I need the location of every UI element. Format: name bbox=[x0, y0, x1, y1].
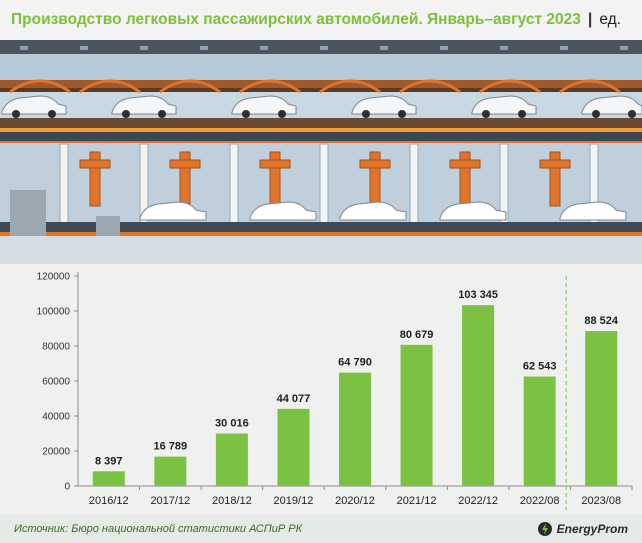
bar-chart: 0 20000 40000 60000 80000 100000 120000 8 397 20… bbox=[37, 272, 633, 510]
bar bbox=[277, 408, 310, 486]
footer: Источник: Бюро национальной статистики А… bbox=[0, 515, 642, 543]
x-tick-label: 2018/12 bbox=[212, 495, 252, 507]
x-tick-label: 2016/12 bbox=[89, 495, 129, 507]
x-tick-label: 2019/12 bbox=[274, 495, 314, 507]
brand-icon bbox=[537, 522, 552, 536]
bar bbox=[585, 331, 618, 486]
x-tick-label: 2021/12 bbox=[397, 495, 437, 507]
bar bbox=[339, 372, 371, 486]
unit-label: ед. bbox=[599, 11, 621, 28]
brand-name: EnergyProm bbox=[556, 522, 628, 536]
data-label: 88 524 bbox=[584, 315, 619, 327]
factory-illustration-image bbox=[0, 40, 642, 264]
x-tick-label: 2022/12 bbox=[458, 495, 498, 507]
data-label: 64 790 bbox=[338, 357, 372, 369]
title-bar: Производство легковых пассажирских автом… bbox=[0, 0, 642, 40]
data-label: 62 543 bbox=[523, 361, 557, 373]
data-label: 8 397 bbox=[95, 455, 123, 467]
y-tick-label: 80000 bbox=[42, 342, 70, 353]
bar bbox=[154, 456, 187, 486]
data-label: 30 016 bbox=[215, 417, 249, 429]
chart-area: 0 20000 40000 60000 80000 100000 120000 8 397 20… bbox=[0, 264, 642, 515]
y-tick-label: 0 bbox=[64, 482, 70, 493]
bar bbox=[92, 471, 125, 486]
bar bbox=[400, 344, 433, 486]
chart-title: Производство легковых пассажирских автом… bbox=[11, 11, 581, 28]
data-label: 103 345 bbox=[458, 289, 498, 301]
x-tick-label: 2020/12 bbox=[335, 495, 375, 507]
bar bbox=[215, 433, 248, 486]
x-tick-label: 2023/08 bbox=[581, 495, 621, 507]
data-label: 44 077 bbox=[277, 393, 311, 405]
brand-logo: EnergyProm bbox=[537, 521, 628, 537]
y-tick-label: 120000 bbox=[37, 272, 71, 283]
x-tick-label: 2022/08 bbox=[520, 495, 560, 507]
factory-illustration bbox=[0, 40, 642, 264]
title-separator: | bbox=[587, 11, 593, 28]
y-tick-label: 40000 bbox=[42, 412, 70, 423]
data-label: 80 679 bbox=[400, 329, 434, 341]
x-tick-label: 2017/12 bbox=[150, 495, 190, 507]
y-tick-label: 100000 bbox=[37, 307, 71, 318]
y-tick-label: 60000 bbox=[42, 377, 70, 388]
bar bbox=[462, 305, 495, 486]
data-label: 16 789 bbox=[154, 441, 188, 453]
source-note: Источник: Бюро национальной статистики А… bbox=[14, 523, 303, 535]
y-tick-label: 20000 bbox=[42, 447, 70, 458]
bar bbox=[523, 376, 556, 486]
